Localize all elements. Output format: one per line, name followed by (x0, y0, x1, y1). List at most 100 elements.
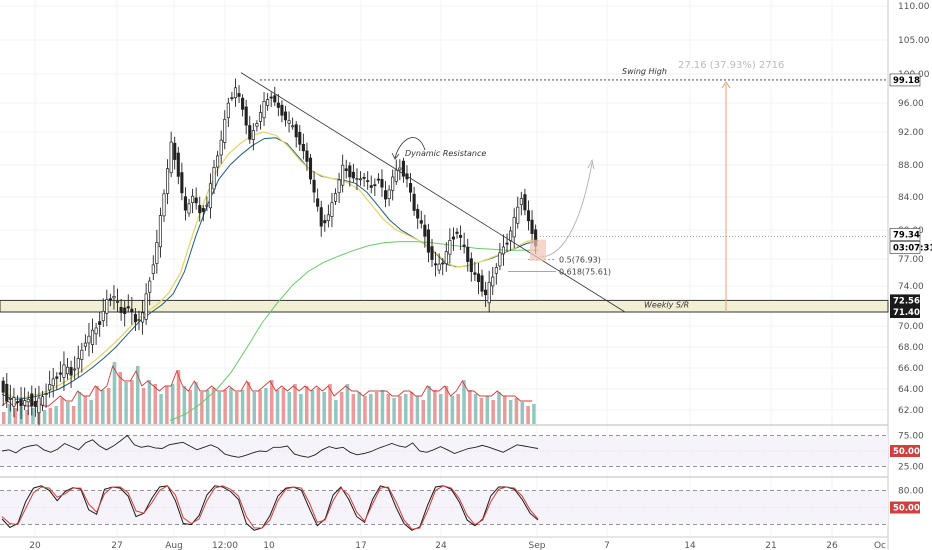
time-axis[interactable]: 20 27 Aug 12:00 10 17 24 Sep 7 14 21 26 Oc (0, 536, 888, 550)
volume-bar (351, 394, 356, 424)
measure-arrowhead (721, 81, 731, 89)
volume-bar (165, 386, 169, 424)
candle-body (255, 123, 259, 127)
stoch-pane (0, 485, 888, 531)
candle-body (198, 205, 202, 214)
volume-bar (532, 404, 536, 424)
rsi-tick-label: 75.00 (898, 431, 924, 441)
candle-body (269, 96, 273, 99)
volume-bar (124, 382, 128, 424)
candle-body (351, 171, 355, 179)
candle-body (233, 87, 238, 99)
volume-bar (270, 380, 274, 424)
volume-bar (2, 412, 6, 424)
volume-bar (293, 384, 297, 424)
time-tick-label: Oc (874, 541, 886, 550)
price-tick-label: 74.00 (898, 282, 924, 292)
volume-bar (71, 406, 76, 424)
candle-body (462, 244, 466, 247)
weekly-sr-band (0, 299, 889, 313)
candle-body (380, 179, 384, 188)
candle-body (5, 383, 9, 402)
candle-body (416, 208, 420, 219)
candle-body (466, 246, 470, 262)
volume-bars (1, 362, 536, 424)
candle-body (362, 177, 366, 179)
volume-bar (147, 380, 152, 424)
candle-body (173, 142, 177, 160)
candle-body (355, 178, 359, 181)
volume-bar (316, 388, 321, 424)
candle-body (130, 308, 134, 313)
candle-body (326, 214, 330, 221)
candle-body (448, 240, 452, 255)
volume-bar (258, 390, 262, 424)
candle-body (87, 335, 91, 344)
volume-bar (462, 380, 466, 424)
candle-body (226, 102, 230, 119)
volume-bar (520, 402, 525, 424)
time-tick-label: 24 (435, 541, 447, 550)
volume-bar (380, 390, 385, 424)
volume-bar (299, 394, 303, 424)
candle-body (98, 321, 102, 325)
volume-bar (130, 380, 134, 424)
volume-bar (508, 400, 513, 424)
candle-body (358, 178, 363, 181)
resistance-arrow (394, 137, 426, 159)
price-tick-label: 66.00 (898, 364, 924, 374)
candle-body (251, 130, 255, 140)
candle-body (144, 293, 148, 320)
candle-body (201, 208, 205, 212)
volume-bar (25, 410, 29, 424)
rsi-value-tag: 50.00 (893, 447, 920, 457)
price-axis[interactable]: 110.00105.00100.0096.0092.0088.0084.0080… (889, 2, 932, 514)
candle-body (123, 307, 127, 314)
candle-body (516, 206, 520, 224)
candle-body (69, 367, 73, 376)
candle-body (412, 193, 416, 211)
weekly-sr-zone (0, 299, 889, 313)
candle-body (305, 150, 309, 162)
candle-body (219, 139, 223, 156)
volume-bar (182, 386, 187, 424)
candle-body (141, 312, 145, 323)
candle-body (101, 310, 105, 321)
volume-bar (170, 384, 175, 424)
moving-averages (1, 131, 539, 421)
candle-body (169, 141, 173, 174)
volume-bar (304, 386, 309, 424)
price-tick-label: 62.00 (898, 406, 924, 416)
candle-body (258, 112, 263, 122)
stoch-value-tag: 50.00 (893, 504, 920, 514)
candle-body (183, 196, 187, 211)
volume-bar (223, 390, 227, 424)
sr-lower-tag: 71.40 (893, 308, 920, 318)
volume-bar (141, 388, 146, 424)
candle-body (266, 99, 270, 106)
candle-body (494, 267, 498, 274)
candle-body (37, 397, 41, 414)
candle-body (501, 246, 506, 255)
candle-body (216, 155, 220, 168)
candle-body (40, 396, 45, 406)
sr-lower-tag-bg (890, 306, 920, 318)
candle-body (401, 160, 405, 177)
rsi-line (1, 434, 539, 458)
volume-bar (479, 398, 484, 424)
candle-body (30, 393, 34, 407)
volume-bar (386, 394, 391, 424)
candle-body (26, 398, 30, 403)
candle-body (398, 167, 402, 171)
candle-body (237, 93, 241, 97)
price-tick-label: 88.00 (898, 161, 924, 171)
candle-body (530, 219, 534, 234)
volume-bar (450, 396, 455, 424)
swing-high-label: Swing High (622, 67, 667, 76)
last-price-tag-bg (890, 228, 920, 241)
candle-body (148, 280, 152, 293)
volume-bar (7, 404, 12, 424)
price-tick-label: 110.00 (898, 2, 930, 12)
price-tick-label: 96.00 (898, 99, 924, 109)
